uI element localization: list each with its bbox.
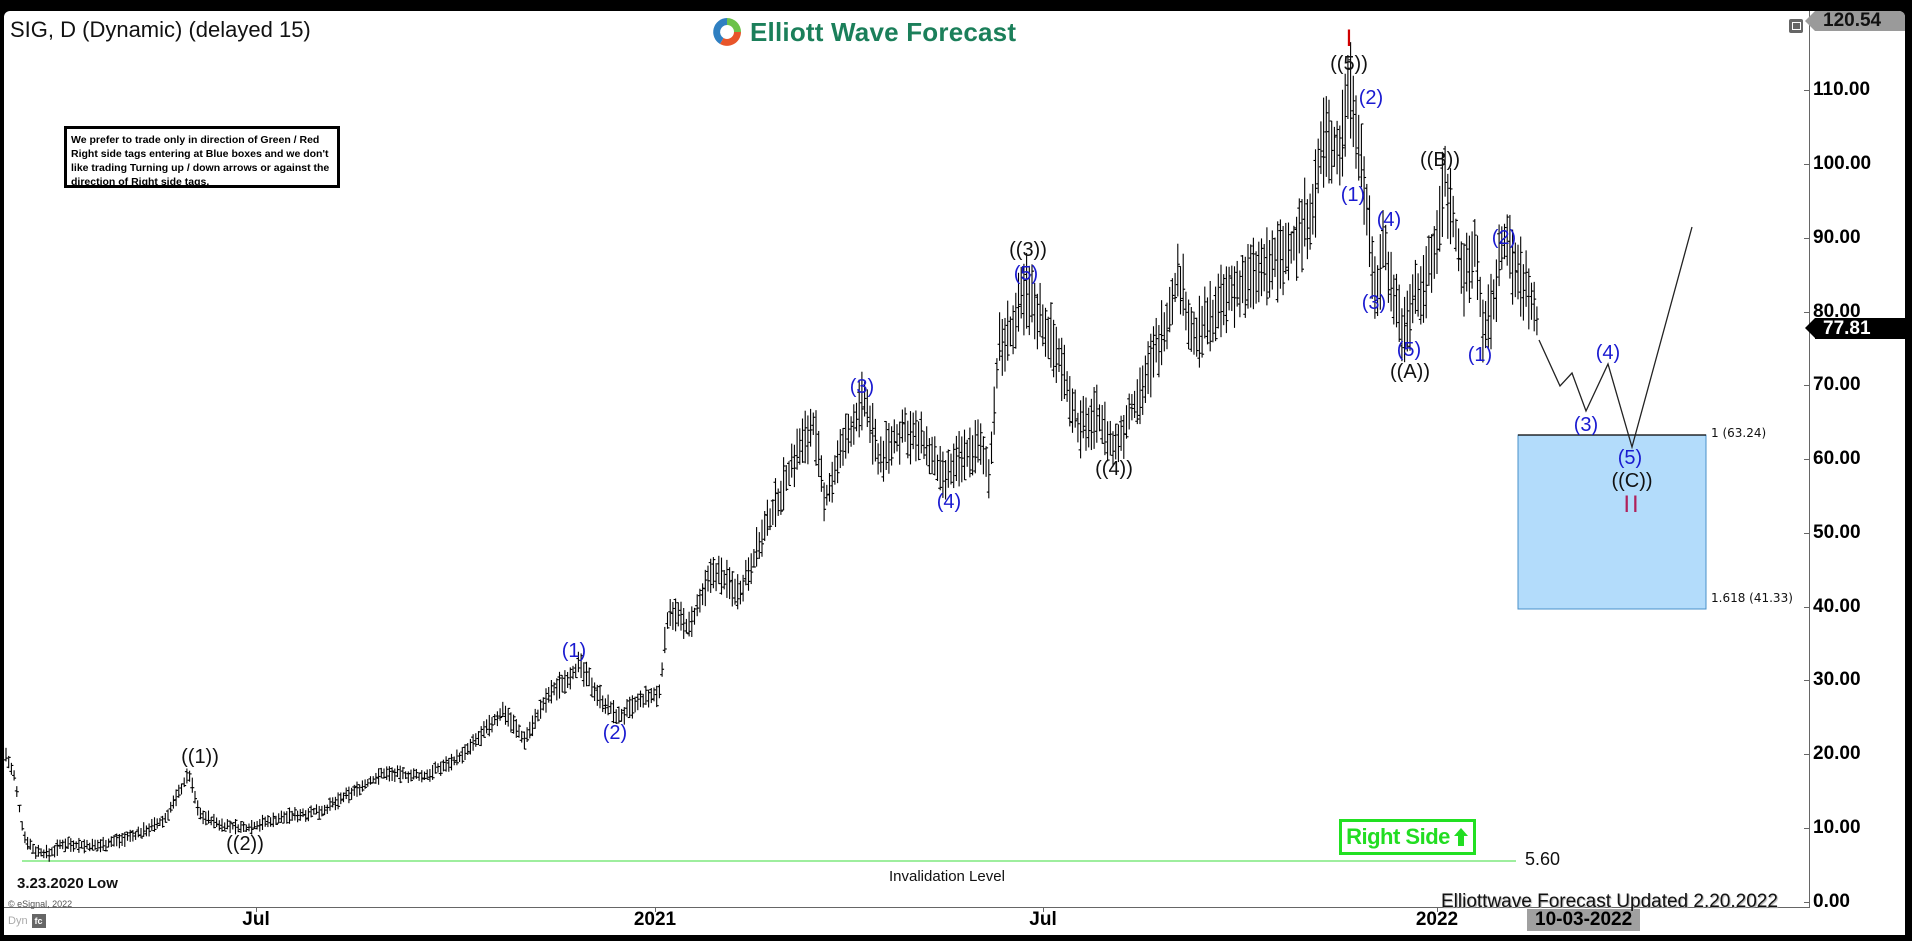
wave-label: ((2))	[226, 833, 264, 855]
price-tick: 50.00	[1813, 522, 1861, 543]
dyn-indicator[interactable]: Dyn fc	[8, 914, 46, 928]
wave-label: (5)	[1013, 263, 1039, 285]
high-price-tag: 120.54	[1805, 11, 1905, 31]
ohlc-bars	[4, 42, 1539, 862]
price-tick: 0.00	[1813, 891, 1850, 912]
cursor-date-tag: 10-03-2022	[1527, 909, 1641, 931]
wave-label: (2)	[1358, 87, 1384, 109]
price-axis-line	[1809, 11, 1810, 908]
time-tick: 2022	[1415, 909, 1459, 930]
wave-label: (3)	[1573, 414, 1599, 436]
logo: Elliott Wave Forecast	[710, 15, 1016, 49]
price-tick: 40.00	[1813, 596, 1861, 617]
wave-label: I	[1345, 25, 1353, 52]
wave-label: (3)	[849, 376, 875, 398]
right-side-tag: Right Side	[1339, 819, 1476, 855]
logo-text: Elliott Wave Forecast	[750, 16, 1017, 47]
price-tick: 100.00	[1813, 153, 1872, 174]
wave-label: ((A))	[1390, 361, 1430, 383]
wave-label: ((B))	[1420, 149, 1460, 171]
logo-icon	[713, 18, 741, 46]
wave-label: II	[1623, 491, 1641, 518]
wave-label: (2)	[1491, 227, 1517, 249]
wave-label: (1)	[561, 640, 587, 662]
right-side-label: Right Side	[1346, 824, 1450, 849]
wave-label: (1)	[1340, 184, 1366, 206]
wave-label: (1)	[1467, 344, 1493, 366]
arrow-up-icon	[1453, 828, 1468, 846]
wave-label: ((3))	[1009, 239, 1047, 261]
chart-title: SIG, D (Dynamic) (delayed 15)	[10, 17, 311, 42]
fib-level-bottom: 1.618 (41.33)	[1711, 591, 1793, 605]
wave-label: (4)	[1376, 209, 1402, 231]
updated-label: Elliottwave Forecast Updated 2.20.2022	[1441, 891, 1778, 912]
lock-icon[interactable]: fc	[31, 914, 46, 928]
copyright: © eSignal, 2022	[8, 899, 73, 909]
trading-note-box: We prefer to trade only in direction of …	[64, 126, 340, 188]
wave-label: ((4))	[1095, 458, 1133, 480]
wave-label: (2)	[602, 722, 628, 744]
chart-window: SIG, D (Dynamic) (delayed 15) Elliott Wa…	[4, 11, 1905, 935]
price-tick: 60.00	[1813, 448, 1861, 469]
wave-label: (4)	[1595, 342, 1621, 364]
low-label: 3.23.2020 Low	[17, 875, 118, 892]
wave-label: ((1))	[181, 746, 219, 768]
dyn-label: Dyn	[8, 915, 28, 927]
wave-label: ((C))	[1611, 470, 1653, 492]
fib-level-top: 1 (63.24)	[1711, 426, 1767, 440]
time-tick: Jul	[242, 909, 270, 930]
price-tick: 30.00	[1813, 669, 1861, 690]
wave-label: (4)	[936, 491, 962, 513]
wave-label: ((5))	[1330, 53, 1368, 75]
time-axis-line	[4, 907, 1809, 908]
blue-target-box	[1517, 434, 1707, 610]
wave-label: (5)	[1396, 339, 1422, 361]
projection-path	[1538, 226, 1693, 450]
restore-window-icon[interactable]	[1789, 19, 1803, 33]
wave-label: (3)	[1361, 292, 1387, 314]
price-tick: 70.00	[1813, 374, 1861, 395]
time-tick: 2021	[633, 909, 677, 930]
price-tick: 20.00	[1813, 743, 1861, 764]
current-price-tag: 77.81	[1805, 318, 1905, 339]
price-chart-canvas[interactable]	[4, 11, 1905, 935]
invalidation-label: Invalidation Level	[889, 868, 1005, 885]
price-tick: 10.00	[1813, 817, 1861, 838]
time-tick: Jul	[1029, 909, 1057, 930]
wave-label: (5)	[1617, 447, 1643, 469]
invalidation-value: 5.60	[1525, 849, 1561, 869]
price-tick: 110.00	[1813, 79, 1871, 100]
price-tick: 80.00	[1813, 301, 1861, 322]
price-tick: 90.00	[1813, 227, 1861, 248]
